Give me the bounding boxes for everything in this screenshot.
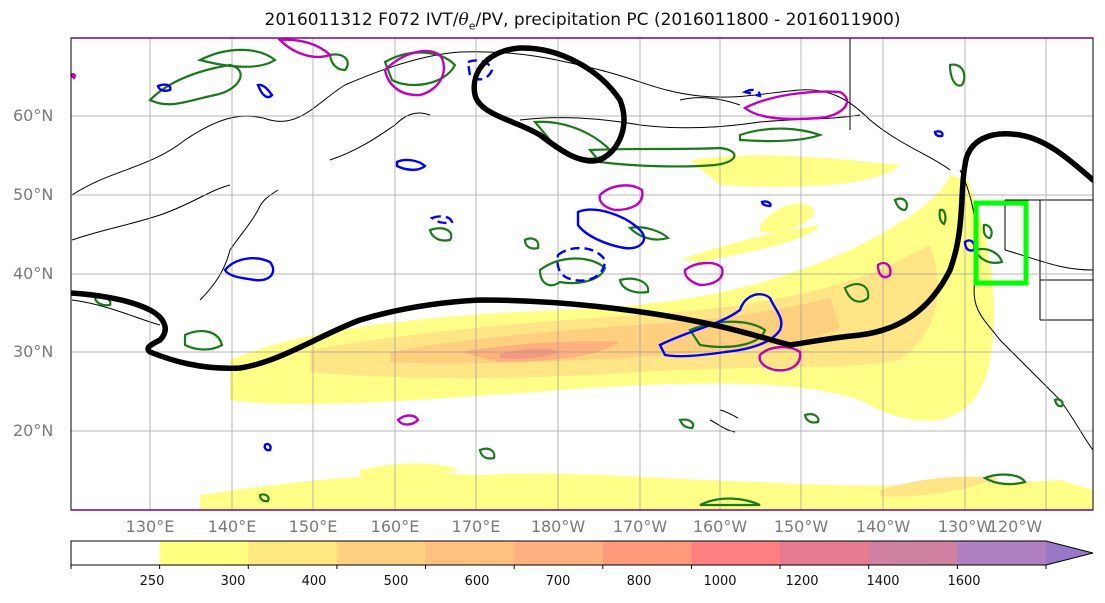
title-theta-symbol: θ [458,10,469,30]
lat-label-40n: 40°N [13,264,54,283]
title-prefix: 2016011312 F072 IVT/ [264,10,459,30]
lon-label-130w: 130°W [937,517,993,536]
colorbar-label-1000: 1000 [703,574,737,589]
colorbar-cell [514,541,604,565]
lon-label-150w: 150°W [773,517,829,536]
lon-label-140w: 140°W [855,517,911,536]
lat-label-20n: 20°N [13,421,54,440]
lon-label-140e: 140°E [207,517,257,536]
colorbar-label-700: 700 [545,574,571,589]
colorbar-label-1600: 1600 [947,574,981,589]
pv-negative-contours [71,38,892,426]
title-suffix: /PV, precipitation PC (2016011800 - 2016… [475,10,901,30]
colorbar-label-300: 300 [220,574,246,589]
theta-e-contours [71,45,1093,372]
colorbar-cell [425,541,515,565]
colorbar-label-1200: 1200 [785,574,819,589]
colorbar [70,540,1094,569]
colorbar-cell [780,541,870,565]
lon-label-160w: 160°W [692,517,748,536]
colorbar-outline [70,540,1094,566]
lat-label-60n: 60°N [13,106,54,125]
title-theta-subscript: e [468,19,476,33]
colorbar-cell [868,541,958,565]
lat-label-50n: 50°N [13,185,54,204]
map-title: 2016011312 F072 IVT/θe/PV, precipitation… [0,10,1105,32]
colorbar-cell [336,541,427,565]
colorbar-cell [691,541,781,565]
colorbar-label-250: 250 [139,574,165,589]
colorbar-cell [71,541,161,565]
colorbar-extension [1046,541,1093,565]
ivt-shading [200,155,1093,510]
lon-label-170e: 170°E [451,517,501,536]
lon-label-120w: 120°W [987,517,1043,536]
colorbar-label-500: 500 [383,574,409,589]
lon-label-130e: 130°E [125,517,175,536]
colorbar-cell [957,541,1047,565]
colorbar-cell [602,541,693,565]
coastlines [71,38,1093,451]
colorbar-label-800: 800 [626,574,652,589]
colorbar-label-600: 600 [464,574,490,589]
lon-label-160e: 160°E [370,517,420,536]
lat-label-30n: 30°N [13,342,54,361]
region-box [973,200,1029,286]
lon-label-150e: 150°E [288,517,338,536]
colorbar-cell [248,541,338,565]
gridlines [71,38,1093,510]
lon-label-180w: 180°W [530,517,586,536]
colorbar-label-1400: 1400 [866,574,900,589]
lon-label-170w: 170°W [612,517,668,536]
colorbar-label-400: 400 [301,574,327,589]
colorbar-cell [159,541,249,565]
